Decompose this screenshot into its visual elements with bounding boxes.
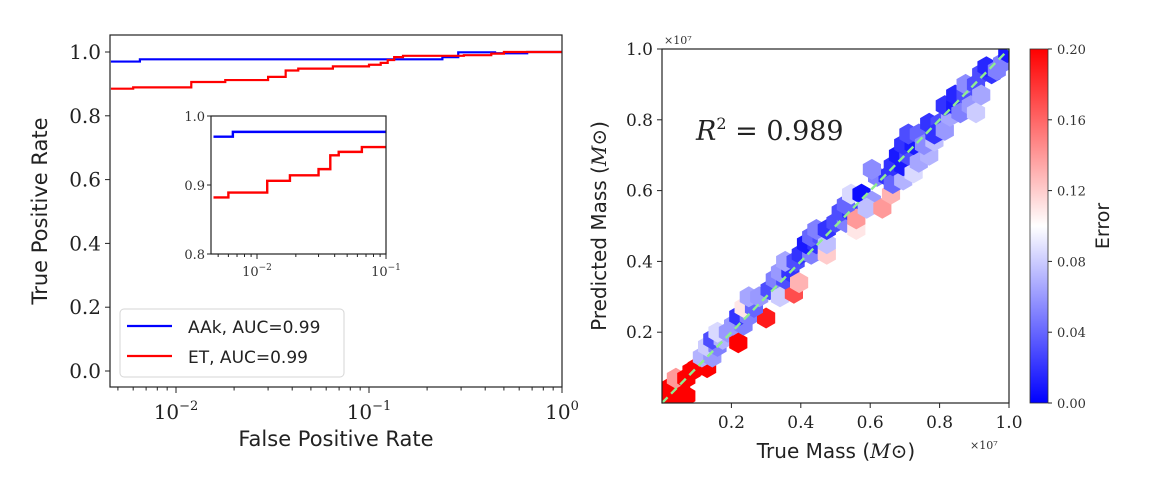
inset-x-tick-label: 10−2 — [242, 263, 272, 280]
roc-main-x-axis: 10−2 10−1 100 — [117, 387, 579, 424]
hexbin-y-axis: 0.2 0.4 0.6 0.8 1.0 — [626, 40, 662, 343]
r-squared-exponent: 2 — [716, 114, 726, 133]
y-tick-label: 1.0 — [69, 40, 101, 64]
roc-inset-x-axis: 10−2 10−1 — [217, 254, 401, 280]
hexbin-y-tick-label: 0.2 — [626, 323, 653, 343]
colorbar-tick-label: 0.08 — [1057, 255, 1086, 270]
colorbar-gradient — [1029, 48, 1049, 404]
hexbin-x-tick-label: 0.8 — [926, 413, 953, 433]
hexbin-cell — [862, 158, 881, 180]
colorbar-tick-label: 0.12 — [1057, 185, 1086, 200]
roc-main-y-label: True Positive Rate — [28, 117, 52, 305]
hexbin-cell — [817, 233, 836, 255]
inset-curve-et — [213, 145, 386, 199]
hexbin-x-axis: 0.2 0.4 0.6 0.8 1.0 — [718, 403, 1023, 433]
colorbar-tick-label: 0.20 — [1057, 43, 1086, 58]
hexbin-y-label-paren-close: ) — [587, 121, 611, 129]
inset-y-tick-label: 0.9 — [184, 179, 205, 194]
hexbin-cell — [770, 286, 790, 308]
roc-main-y-axis: 0.0 0.2 0.4 0.6 0.8 1.0 — [69, 40, 110, 383]
hexbin-y-tick-label: 0.8 — [626, 111, 653, 131]
colorbar-tick-label: 0.00 — [1057, 397, 1086, 412]
hexbin-cell — [857, 197, 876, 219]
hexbin-y-tick-label: 1.0 — [626, 40, 653, 60]
identity-reference-line — [661, 48, 1010, 404]
inset-x-tick-exponent: −1 — [388, 263, 401, 273]
x-tick-exponent: −2 — [179, 399, 198, 414]
roc-inset-series — [213, 130, 386, 199]
colorbar-ticks: 0.00 0.04 0.08 0.12 0.16 0.20 — [1048, 43, 1086, 412]
roc-main-x-label: False Positive Rate — [238, 427, 433, 451]
hexbin-cells — [662, 49, 1009, 403]
roc-main-panel: 0.0 0.2 0.4 0.6 0.8 1.0 10−2 10−1 100 False Pos… — [28, 34, 579, 451]
legend-label-aak: AAk, AUC=0.99 — [188, 318, 320, 338]
colorbar-tick-label: 0.16 — [1057, 114, 1086, 129]
x-tick-label: 10−1 — [347, 399, 392, 424]
inset-y-tick-label: 0.8 — [184, 248, 205, 263]
hexbin-y-label: Predicted Mass (M⊙) — [587, 121, 611, 331]
hexbin-cell — [729, 332, 748, 354]
r-squared-annotation: R2 = 0.989 — [695, 114, 844, 147]
x-multiplier-label: ×10⁷ — [970, 439, 998, 452]
hexbin-x-label-unit: M⊙ — [869, 439, 907, 463]
hexbin-cell — [790, 272, 809, 294]
roc-legend: AAk, AUC=0.99 ET, AUC=0.99 — [119, 308, 345, 378]
y-tick-label: 0.8 — [69, 104, 101, 128]
hexbin-x-label-paren-close: ) — [907, 439, 915, 463]
hexbin-x-tick-label: 1.0 — [995, 413, 1022, 433]
roc-main-series — [110, 50, 562, 90]
y-tick-label: 0.0 — [69, 359, 101, 383]
roc-inset-background — [211, 116, 386, 254]
mass-regression-panel: 0.2 0.4 0.6 0.8 1.0 0.2 0.4 0.6 0.8 1.0 ×10⁷ ×10… — [587, 34, 1114, 463]
r-squared-symbol: R — [695, 116, 716, 147]
hexbin-y-label-unit: M⊙ — [587, 129, 611, 167]
legend-box — [119, 308, 345, 378]
y-tick-label: 0.2 — [69, 295, 101, 319]
inset-y-tick-label: 1.0 — [184, 110, 205, 125]
inset-curve-aak — [213, 130, 386, 138]
hexbin-x-label-text: True Mass — [756, 439, 856, 463]
hexbin-y-tick-label: 0.6 — [626, 182, 653, 202]
hexbin-frame — [661, 48, 1010, 404]
inset-x-tick-exponent: −2 — [259, 263, 272, 273]
x-tick-label: 100 — [545, 399, 579, 424]
roc-main-frame — [109, 34, 563, 388]
y-tick-label: 0.4 — [69, 231, 101, 255]
hexbin-cell — [873, 197, 892, 219]
x-tick-exponent: −1 — [372, 399, 391, 414]
x-tick-exponent: 0 — [571, 399, 579, 414]
x-tick-label: 10−2 — [154, 399, 199, 424]
r-squared-value: = 0.989 — [727, 116, 844, 147]
hexbin-x-label-paren-open: ( — [856, 439, 870, 463]
colorbar-label: Error — [1092, 203, 1114, 250]
roc-inset-panel: 0.8 0.9 1.0 10−2 10−1 — [184, 110, 401, 280]
hexbin-cell — [966, 102, 986, 124]
y-multiplier-label: ×10⁷ — [664, 34, 692, 47]
colorbar: 0.00 0.04 0.08 0.12 0.16 0.20 Error — [1029, 43, 1114, 412]
hexbin-x-tick-label: 0.6 — [857, 413, 884, 433]
hexbin-y-tick-label: 0.4 — [626, 252, 653, 272]
colorbar-tick-label: 0.04 — [1057, 326, 1086, 341]
roc-inset-y-axis: 0.8 0.9 1.0 — [184, 110, 211, 263]
hexbin-x-label: True Mass (M⊙) — [756, 439, 915, 463]
roc-curve-et — [110, 50, 562, 90]
hexbin-x-tick-label: 0.4 — [787, 413, 814, 433]
legend-label-et: ET, AUC=0.99 — [188, 348, 308, 368]
inset-x-tick-label: 10−1 — [371, 263, 401, 280]
hexbin-y-label-text: Predicted Mass — [587, 180, 611, 331]
hexbin-x-tick-label: 0.2 — [718, 413, 745, 433]
hexbin-cell — [972, 84, 991, 106]
y-tick-label: 0.6 — [69, 168, 101, 192]
hexbin-y-label-paren-open: ( — [587, 166, 611, 180]
